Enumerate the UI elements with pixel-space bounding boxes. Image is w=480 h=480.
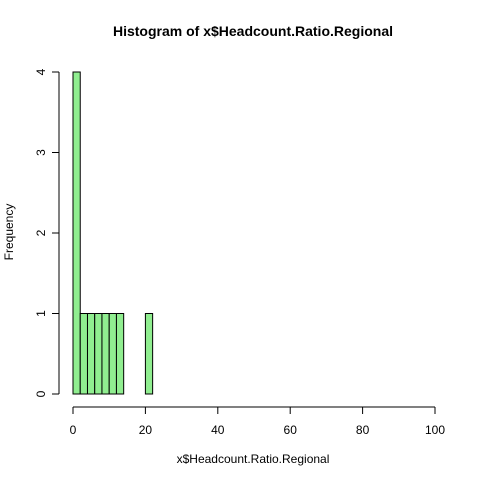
y-tick-label: 2 — [34, 229, 48, 236]
y-axis-label: Frequency — [2, 204, 16, 261]
histogram-bar — [86, 313, 96, 395]
x-tick-label: 100 — [425, 423, 445, 437]
y-tick-label: 4 — [34, 68, 48, 75]
histogram-bar — [101, 313, 110, 395]
x-tick-label: 0 — [70, 423, 77, 437]
histogram-bar — [144, 313, 154, 395]
y-axis: 0 1 2 3 4 — [34, 68, 60, 397]
y-tick-label: 1 — [34, 310, 48, 317]
y-tick-label: 0 — [34, 390, 48, 397]
chart-title: Histogram of x$Headcount.Ratio.Regional — [113, 23, 393, 39]
histogram-bar — [108, 313, 117, 395]
x-tick-label: 20 — [139, 423, 153, 437]
histogram-bar — [79, 313, 88, 395]
histogram-bar — [115, 313, 125, 395]
x-tick-label: 40 — [211, 423, 225, 437]
histogram-bars — [72, 71, 154, 395]
histogram-bar — [72, 71, 81, 395]
x-axis: 0 20 40 60 80 100 — [70, 406, 445, 437]
histogram-bar — [94, 313, 103, 395]
x-axis-label: x$Headcount.Ratio.Regional — [177, 452, 330, 466]
y-tick-label: 3 — [34, 149, 48, 156]
x-tick-label: 80 — [356, 423, 370, 437]
x-tick-label: 60 — [284, 423, 298, 437]
